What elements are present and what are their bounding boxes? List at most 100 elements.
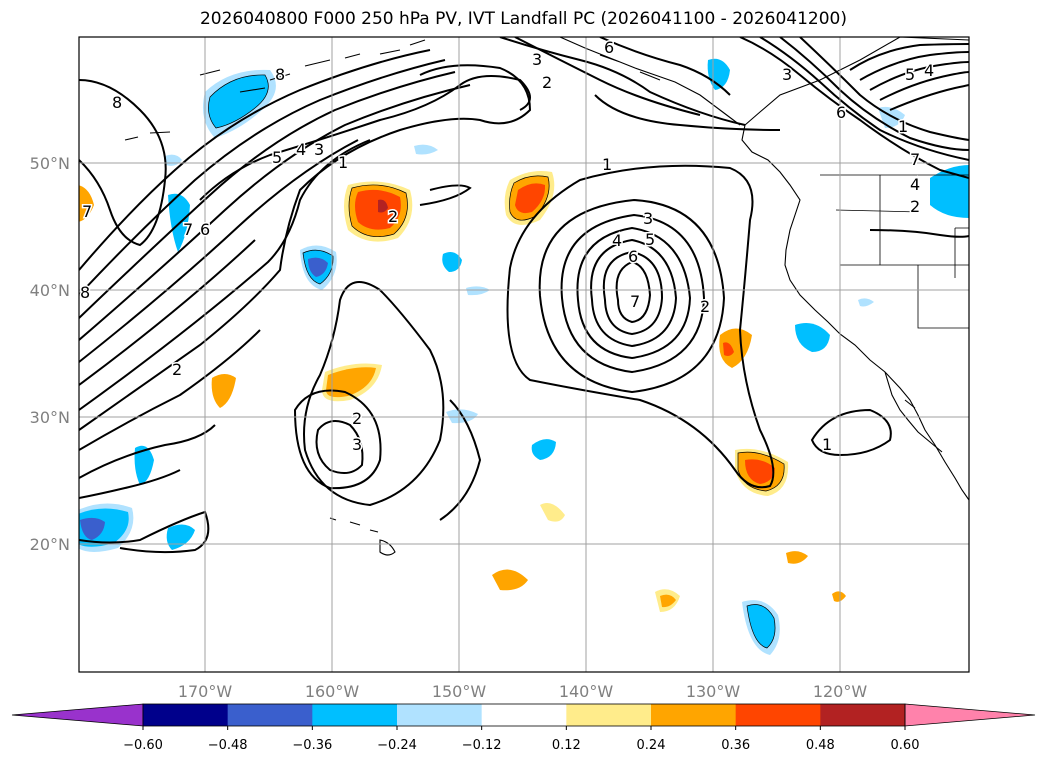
positive-region xyxy=(355,189,401,230)
colorbar-tick-label: −0.12 xyxy=(462,738,502,753)
pv-contour xyxy=(560,213,706,374)
pv-contour xyxy=(315,420,364,475)
contour-label: 5 xyxy=(272,148,282,167)
pv-contour xyxy=(419,184,472,206)
pv-contour xyxy=(739,37,969,179)
pv-contour xyxy=(879,71,969,101)
contour-label: 4 xyxy=(910,175,920,194)
positive-region xyxy=(515,183,546,214)
positive-region xyxy=(492,569,528,591)
pv-contour xyxy=(79,329,261,451)
colorbar-segment xyxy=(397,704,483,726)
pv-contour xyxy=(849,43,969,71)
contour-label: 7 xyxy=(910,150,920,169)
pv-contour xyxy=(79,71,456,319)
pv-contour xyxy=(759,37,969,161)
pv-contour xyxy=(889,84,969,111)
contour-label: 1 xyxy=(338,153,348,172)
contour-label: 1 xyxy=(898,117,908,136)
colorbar-tick-label: 0.12 xyxy=(552,738,581,753)
contour-label: 5 xyxy=(645,230,655,249)
contour-label: 7 xyxy=(183,220,193,239)
positive-region xyxy=(660,594,676,608)
negative-region xyxy=(858,298,874,307)
pv-contour xyxy=(293,389,382,490)
lat-label: 50°N xyxy=(30,154,70,173)
latitude-labels: 50°N 40°N 30°N 20°N xyxy=(30,154,70,554)
negative-region xyxy=(308,257,328,277)
lat-label: 40°N xyxy=(30,281,70,300)
lon-label: 170°W xyxy=(178,682,233,701)
pv-contour xyxy=(810,408,892,457)
colorbar-tick-label: 0.24 xyxy=(637,738,666,753)
negative-region xyxy=(531,439,556,460)
contour-label: 2 xyxy=(700,297,710,316)
pv-contour xyxy=(590,238,678,348)
contour-label: 2 xyxy=(542,73,552,92)
colorbar-segment xyxy=(735,704,821,726)
contour-label: 3 xyxy=(314,140,324,159)
lon-label: 120°W xyxy=(813,682,868,701)
positive-region xyxy=(786,551,808,564)
positive-region xyxy=(211,374,236,408)
contour-label: 2 xyxy=(172,360,182,379)
negative-region xyxy=(166,524,195,550)
baja-coast xyxy=(884,371,943,453)
pv-contour xyxy=(576,226,692,360)
contour-label: 4 xyxy=(612,231,622,250)
pv-contour xyxy=(79,64,532,431)
contour-label: 5 xyxy=(905,65,915,84)
lat-label: 30°N xyxy=(30,408,70,427)
colorbar-tick-label: 0.36 xyxy=(721,738,750,753)
negative-region xyxy=(930,165,969,218)
contour-label: 3 xyxy=(532,50,542,69)
north-america-coast xyxy=(741,37,969,501)
pv-contour xyxy=(79,239,256,386)
lon-label: 160°W xyxy=(305,682,360,701)
pv-contour xyxy=(79,79,167,247)
contour-label: 8 xyxy=(275,65,285,84)
shaded-regions xyxy=(79,58,969,655)
pv-contour xyxy=(439,399,482,521)
colorbar-tick-label: −0.24 xyxy=(377,738,417,753)
colorbar-segment xyxy=(143,704,229,726)
colorbar-tick-label: 0.60 xyxy=(891,738,920,753)
lon-label: 140°W xyxy=(559,682,614,701)
pv-contour xyxy=(779,37,969,151)
colorbar-segment xyxy=(227,704,313,726)
contour-label: 8 xyxy=(80,283,90,302)
pv-contour xyxy=(538,198,726,394)
positive-region xyxy=(745,459,775,484)
contour-label: 3 xyxy=(643,209,653,228)
contour-label: 4 xyxy=(296,140,306,159)
colorbar-segment xyxy=(651,704,737,726)
pv-contour xyxy=(859,51,969,81)
colorbar-tick-label: −0.36 xyxy=(292,738,332,753)
pv-contour xyxy=(615,260,652,324)
pv-contour xyxy=(594,94,781,131)
shade-outline xyxy=(746,604,776,649)
contour-labels: 8 5 4 3 1 7 6 2 2 3 2 1 3 4 5 6 7 2 3 2 … xyxy=(79,37,936,456)
negative-region xyxy=(466,286,490,296)
colorbar-tick-label: −0.60 xyxy=(123,738,163,753)
shade-outline xyxy=(208,74,269,129)
colorbar-segment xyxy=(481,704,567,726)
plot-area: 8 5 4 3 1 7 6 2 2 3 2 1 3 4 5 6 7 2 3 2 … xyxy=(79,37,969,672)
positive-region xyxy=(832,591,846,602)
pv-contour xyxy=(79,424,216,479)
lon-label: 130°W xyxy=(686,682,741,701)
contour-label: 6 xyxy=(836,103,846,122)
pv-contour xyxy=(514,37,701,116)
contour-label: 6 xyxy=(628,247,638,266)
positive-region xyxy=(540,502,565,522)
pv-contour xyxy=(506,164,775,489)
negative-region xyxy=(414,144,438,155)
contour-label: 7 xyxy=(82,202,92,221)
pv-contour xyxy=(599,37,731,96)
pv-contour xyxy=(79,84,471,341)
negative-region xyxy=(134,445,154,485)
pv-contour xyxy=(799,37,969,141)
pv-contour xyxy=(79,59,446,296)
pv-contour xyxy=(79,49,431,271)
